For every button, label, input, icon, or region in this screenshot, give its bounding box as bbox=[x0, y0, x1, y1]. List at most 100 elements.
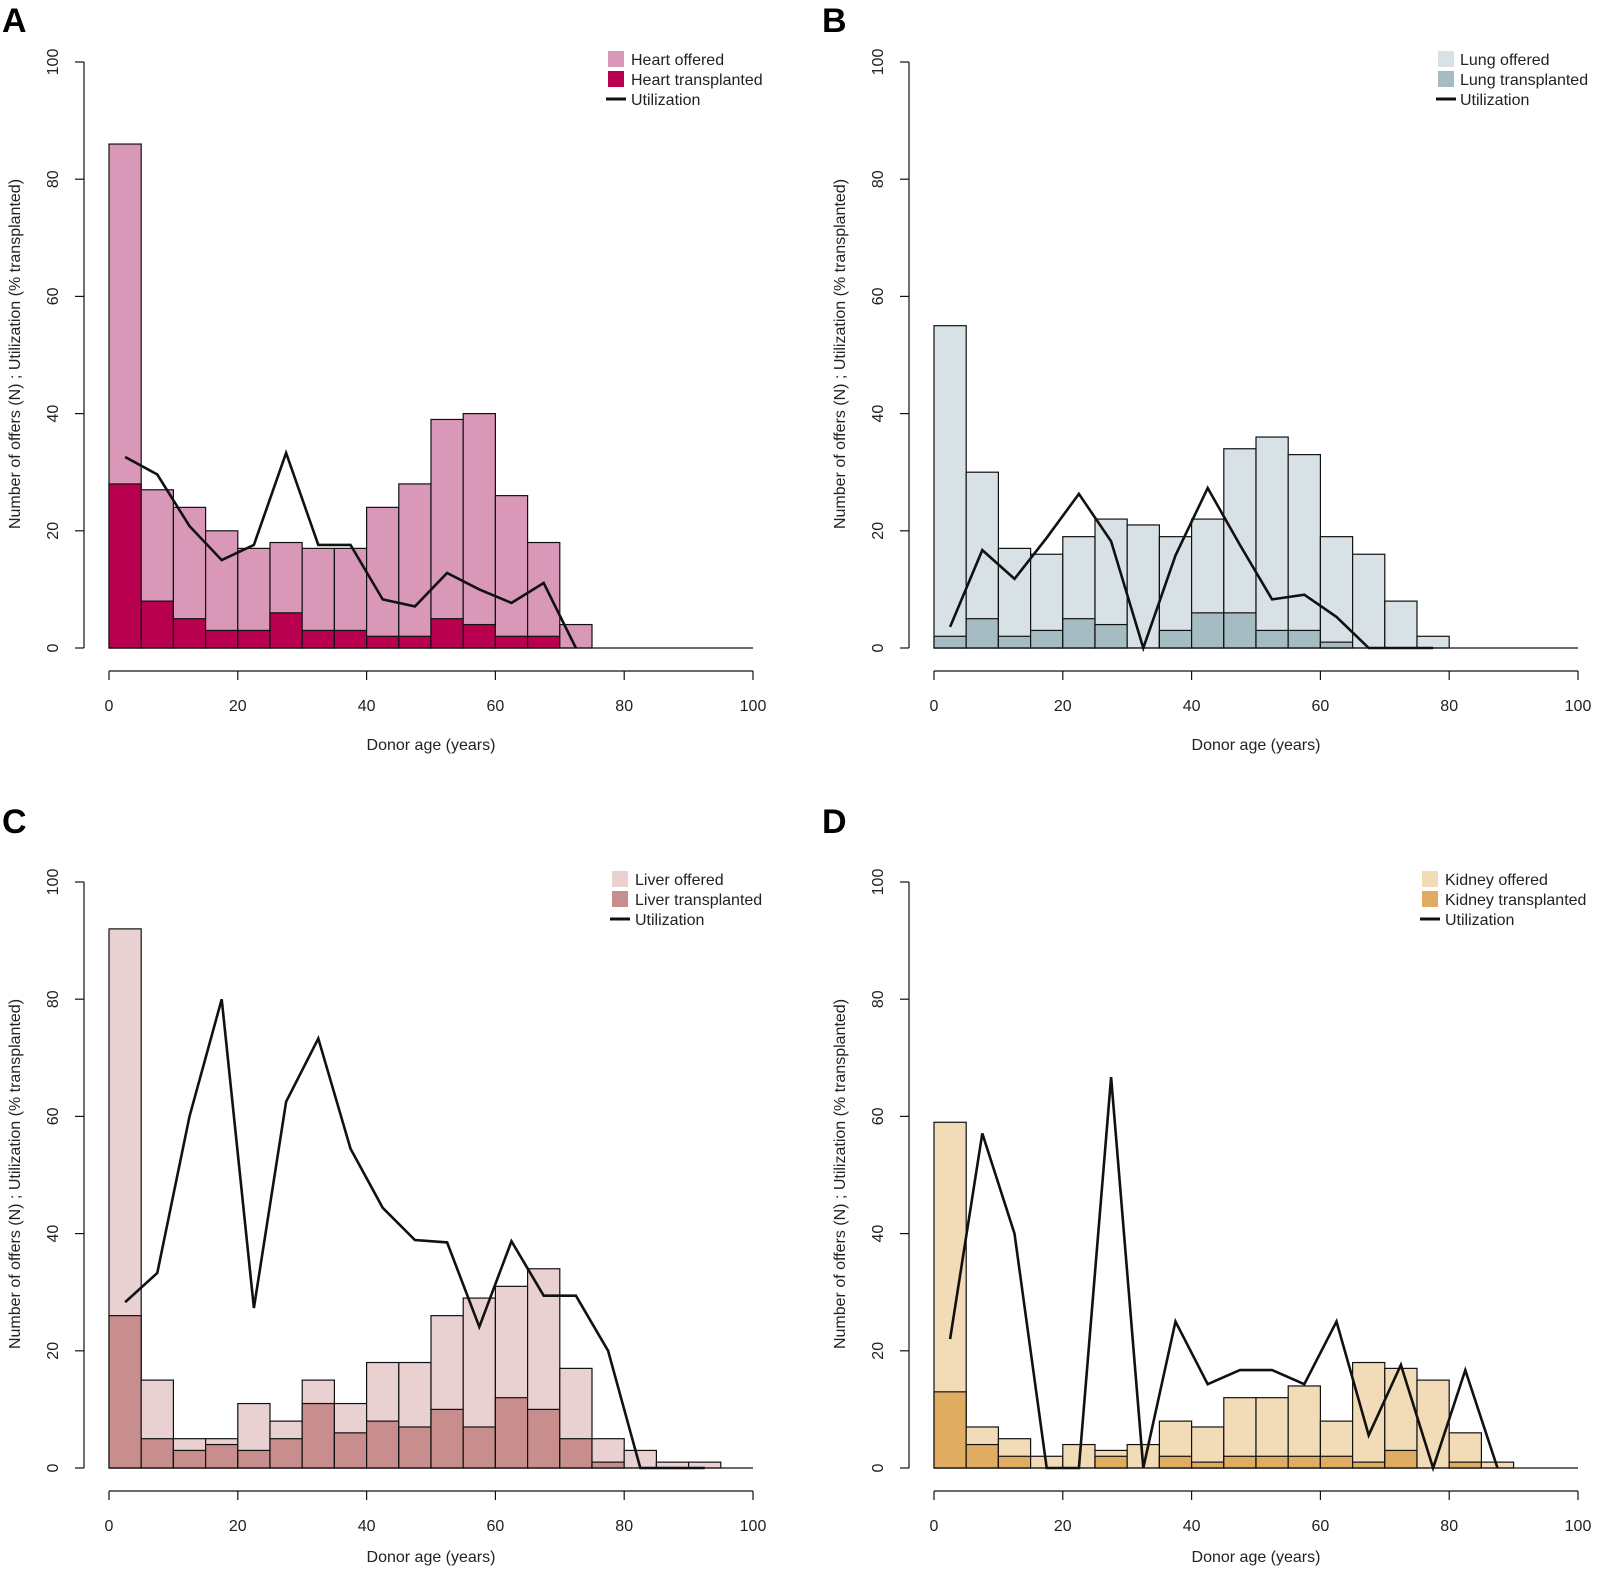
bar-transplanted bbox=[333, 629, 368, 649]
legend: Liver offered Liver transplanted Utiliza… bbox=[610, 871, 762, 929]
legend-swatch-offered bbox=[608, 51, 624, 67]
bar-transplanted bbox=[1287, 1455, 1321, 1469]
bar-transplanted bbox=[462, 1426, 497, 1469]
x-axis-title: Donor age (years) bbox=[367, 737, 496, 754]
bar-transplanted bbox=[430, 1408, 464, 1469]
x-tick-label: 80 bbox=[615, 698, 633, 715]
bars bbox=[933, 1121, 1515, 1469]
bar-transplanted bbox=[172, 1449, 207, 1469]
bar-transplanted bbox=[494, 1397, 529, 1469]
bar-offered bbox=[1319, 536, 1354, 649]
bar-transplanted bbox=[559, 1438, 593, 1469]
y-tick-label: 100 bbox=[870, 49, 887, 76]
y-tick-label: 20 bbox=[870, 1342, 887, 1360]
bar-transplanted bbox=[140, 600, 174, 649]
x-tick-label: 20 bbox=[229, 1518, 247, 1535]
y-tick-label: 40 bbox=[45, 405, 62, 423]
legend-label-utilization: Utilization bbox=[1460, 92, 1529, 109]
y-tick-label: 0 bbox=[870, 1463, 887, 1472]
bar-transplanted bbox=[301, 1402, 336, 1469]
bar-transplanted bbox=[333, 1432, 368, 1469]
panel-a: A Donor age (years) Number of offers (N)… bbox=[2, 2, 766, 754]
bar-transplanted bbox=[591, 1461, 625, 1469]
bar-offered bbox=[430, 418, 464, 649]
bar-transplanted bbox=[1223, 612, 1257, 649]
bar-transplanted bbox=[237, 1449, 271, 1469]
bar-offered bbox=[526, 541, 561, 649]
x-axis-title: Donor age (years) bbox=[1192, 1549, 1321, 1566]
utilization-line bbox=[948, 1076, 1499, 1473]
bar-transplanted bbox=[1158, 629, 1193, 649]
panel-d: D Donor age (years) Number of offers (N)… bbox=[822, 803, 1591, 1566]
legend-swatch-transplanted bbox=[1438, 71, 1454, 87]
x-tick-label: 20 bbox=[229, 698, 247, 715]
bar-offered bbox=[1255, 436, 1289, 649]
y-axis: 0 20 40 60 80 100 bbox=[870, 49, 910, 652]
x-tick-label: 40 bbox=[1183, 1518, 1201, 1535]
x-tick-label: 60 bbox=[1312, 1518, 1330, 1535]
x-tick-label: 80 bbox=[615, 1518, 633, 1535]
y-axis-title: Number of offers (N) ; Utilization (% tr… bbox=[7, 179, 24, 529]
x-tick-label: 20 bbox=[1054, 1518, 1072, 1535]
bar-transplanted bbox=[494, 635, 529, 649]
bar-offered bbox=[1126, 524, 1160, 649]
legend-label-transplanted: Kidney transplanted bbox=[1445, 892, 1586, 909]
x-axis: 0 20 40 60 80 100 bbox=[930, 670, 1591, 715]
bar-transplanted bbox=[205, 629, 239, 649]
panel-b: B Donor age (years) Number of offers (N)… bbox=[822, 2, 1591, 754]
bar-offered bbox=[462, 413, 497, 649]
x-tick-label: 20 bbox=[1054, 698, 1072, 715]
bar-offered bbox=[1351, 553, 1386, 649]
y-tick-label: 100 bbox=[45, 49, 62, 76]
legend-label-offered: Kidney offered bbox=[1445, 872, 1548, 889]
bar-transplanted bbox=[965, 1443, 1000, 1469]
bar-transplanted bbox=[933, 1391, 967, 1469]
bar-transplanted bbox=[526, 635, 561, 649]
x-axis: 0 20 40 60 80 100 bbox=[105, 670, 767, 715]
bar-offered bbox=[1287, 1385, 1321, 1469]
legend-swatch-transplanted bbox=[612, 891, 628, 907]
bar-transplanted bbox=[526, 1408, 561, 1469]
bar-transplanted bbox=[1448, 1461, 1482, 1469]
x-axis-title: Donor age (years) bbox=[1192, 737, 1321, 754]
y-tick-label: 100 bbox=[870, 869, 887, 896]
bar-transplanted bbox=[398, 635, 432, 649]
utilization-line bbox=[948, 485, 1434, 653]
x-tick-label: 100 bbox=[740, 698, 767, 715]
bars bbox=[108, 928, 722, 1469]
bar-transplanted bbox=[1351, 1461, 1386, 1469]
x-tick-label: 40 bbox=[358, 698, 376, 715]
bar-transplanted bbox=[1384, 1449, 1418, 1469]
bar-transplanted bbox=[205, 1443, 239, 1469]
bar-transplanted bbox=[301, 629, 336, 649]
bar-transplanted bbox=[997, 1455, 1032, 1469]
bar-transplanted bbox=[269, 612, 303, 649]
legend-label-transplanted: Heart transplanted bbox=[631, 72, 763, 89]
y-axis-title: Number of offers (N) ; Utilization (% tr… bbox=[7, 999, 24, 1349]
x-tick-label: 0 bbox=[930, 1518, 939, 1535]
bar-transplanted bbox=[997, 635, 1032, 649]
utilization-line bbox=[124, 998, 705, 1470]
bar-transplanted bbox=[1223, 1455, 1257, 1469]
bars bbox=[933, 325, 1450, 649]
bar-transplanted bbox=[430, 618, 464, 649]
bar-offered bbox=[1416, 635, 1450, 649]
legend-label-utilization: Utilization bbox=[635, 912, 704, 929]
y-axis-title: Number of offers (N) ; Utilization (% tr… bbox=[832, 179, 849, 529]
bar-transplanted bbox=[172, 618, 207, 649]
bar-offered bbox=[398, 483, 432, 649]
y-tick-label: 80 bbox=[870, 170, 887, 188]
bar-transplanted bbox=[1190, 612, 1225, 649]
legend-swatch-offered bbox=[612, 871, 628, 887]
x-axis-title: Donor age (years) bbox=[367, 1549, 496, 1566]
y-tick-label: 0 bbox=[870, 643, 887, 652]
legend-label-utilization: Utilization bbox=[631, 92, 700, 109]
x-tick-label: 60 bbox=[1312, 698, 1330, 715]
bar-transplanted bbox=[1255, 629, 1289, 649]
bar-transplanted bbox=[108, 483, 142, 649]
y-tick-label: 40 bbox=[45, 1225, 62, 1243]
legend-label-offered: Liver offered bbox=[635, 872, 724, 889]
y-tick-label: 60 bbox=[870, 1107, 887, 1125]
y-tick-label: 100 bbox=[45, 869, 62, 896]
